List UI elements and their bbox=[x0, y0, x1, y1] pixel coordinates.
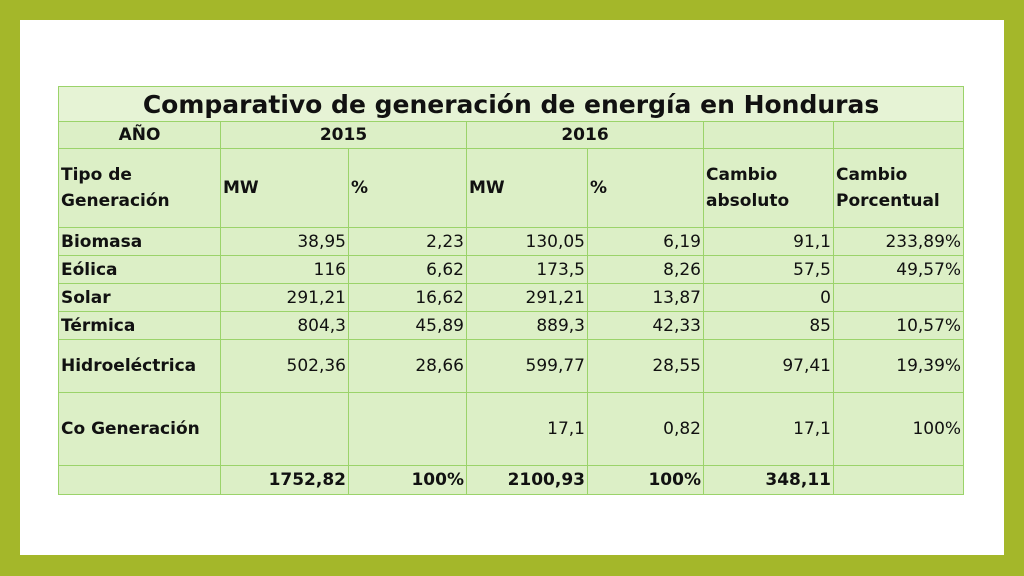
table-row: Solar 291,21 16,62 291,21 13,87 0 bbox=[58, 283, 965, 312]
cell-cambio-porcentual: 233,89% bbox=[832, 227, 965, 256]
year-2015-header: 2015 bbox=[220, 121, 467, 149]
table-row: Térmica 804,3 45,89 889,3 42,33 85 10,57… bbox=[58, 311, 965, 340]
year-label: AÑO bbox=[58, 121, 221, 149]
row-label: Co Generación bbox=[58, 392, 221, 466]
table-row: Biomasa 38,95 2,23 130,05 6,19 91,1 233,… bbox=[58, 227, 965, 256]
cell-pct-2015: 16,62 bbox=[348, 283, 467, 312]
total-cambio-absoluto: 348,11 bbox=[703, 465, 834, 495]
cell-cambio-porcentual: 100% bbox=[832, 392, 965, 466]
col-mw-2016-header: MW bbox=[466, 148, 588, 228]
col-cambio-porcentual-header: Cambio Porcentual bbox=[832, 148, 965, 228]
total-mw-2016: 2100,93 bbox=[466, 465, 588, 495]
cell-pct-2015: 28,66 bbox=[348, 339, 467, 393]
cell-mw-2015: 116 bbox=[220, 255, 349, 284]
cell-cambio-porcentual: 49,57% bbox=[832, 255, 965, 284]
cell-cambio-absoluto: 0 bbox=[703, 283, 834, 312]
cell-pct-2016: 42,33 bbox=[587, 311, 704, 340]
col-tipo-header: Tipo de Generación bbox=[58, 148, 221, 228]
total-pct-2016: 100% bbox=[587, 465, 704, 495]
total-pct-2015: 100% bbox=[348, 465, 467, 495]
cell-cambio-absoluto: 17,1 bbox=[703, 392, 834, 466]
column-header-row: Tipo de Generación MW % MW % Cambio abso… bbox=[58, 148, 965, 228]
cell-cambio-porcentual: 10,57% bbox=[832, 311, 965, 340]
cell-pct-2015: 45,89 bbox=[348, 311, 467, 340]
cell-pct-2016: 6,19 bbox=[587, 227, 704, 256]
energy-comparison-table: Comparativo de generación de energía en … bbox=[57, 86, 965, 495]
slide: Comparativo de generación de energía en … bbox=[20, 20, 1004, 555]
empty-header-cell bbox=[703, 121, 834, 149]
row-label: Térmica bbox=[58, 311, 221, 340]
cell-mw-2015: 38,95 bbox=[220, 227, 349, 256]
cell-pct-2015: 6,62 bbox=[348, 255, 467, 284]
col-pct-2015-header: % bbox=[348, 148, 467, 228]
cell-pct-2016: 8,26 bbox=[587, 255, 704, 284]
cell-mw-2015: 502,36 bbox=[220, 339, 349, 393]
year-header-row: AÑO 2015 2016 bbox=[58, 121, 965, 149]
cell-mw-2016: 17,1 bbox=[466, 392, 588, 466]
empty-header-cell bbox=[832, 121, 965, 149]
row-label: Hidroeléctrica bbox=[58, 339, 221, 393]
cell-mw-2016: 173,5 bbox=[466, 255, 588, 284]
table-title: Comparativo de generación de energía en … bbox=[57, 86, 965, 122]
table-row: Co Generación 17,1 0,82 17,1 100% bbox=[58, 392, 965, 466]
cell-cambio-absoluto: 85 bbox=[703, 311, 834, 340]
year-2016-header: 2016 bbox=[466, 121, 704, 149]
table-row: Hidroeléctrica 502,36 28,66 599,77 28,55… bbox=[58, 339, 965, 393]
cell-pct-2016: 28,55 bbox=[587, 339, 704, 393]
cell-pct-2016: 13,87 bbox=[587, 283, 704, 312]
row-label: Biomasa bbox=[58, 227, 221, 256]
cell-mw-2015: 804,3 bbox=[220, 311, 349, 340]
cell-pct-2015: 2,23 bbox=[348, 227, 467, 256]
cell-pct-2016: 0,82 bbox=[587, 392, 704, 466]
cell-cambio-absoluto: 57,5 bbox=[703, 255, 834, 284]
cell-mw-2015: 291,21 bbox=[220, 283, 349, 312]
row-label: Solar bbox=[58, 283, 221, 312]
total-label bbox=[58, 465, 221, 495]
cell-cambio-absoluto: 91,1 bbox=[703, 227, 834, 256]
cell-pct-2015 bbox=[348, 392, 467, 466]
table-title-row: Comparativo de generación de energía en … bbox=[57, 86, 965, 122]
total-cambio-porcentual bbox=[832, 465, 965, 495]
col-cambio-absoluto-header: Cambio absoluto bbox=[703, 148, 834, 228]
row-label: Eólica bbox=[58, 255, 221, 284]
col-mw-2015-header: MW bbox=[220, 148, 349, 228]
table-row: Eólica 116 6,62 173,5 8,26 57,5 49,57% bbox=[58, 255, 965, 284]
cell-mw-2015 bbox=[220, 392, 349, 466]
total-mw-2015: 1752,82 bbox=[220, 465, 349, 495]
cell-cambio-porcentual: 19,39% bbox=[832, 339, 965, 393]
total-row: 1752,82 100% 2100,93 100% 348,11 bbox=[58, 465, 965, 495]
cell-mw-2016: 291,21 bbox=[466, 283, 588, 312]
cell-mw-2016: 130,05 bbox=[466, 227, 588, 256]
cell-mw-2016: 889,3 bbox=[466, 311, 588, 340]
cell-cambio-absoluto: 97,41 bbox=[703, 339, 834, 393]
cell-mw-2016: 599,77 bbox=[466, 339, 588, 393]
col-pct-2016-header: % bbox=[587, 148, 704, 228]
cell-cambio-porcentual bbox=[832, 283, 965, 312]
